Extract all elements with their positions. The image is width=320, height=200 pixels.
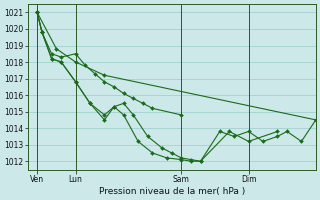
X-axis label: Pression niveau de la mer( hPa ): Pression niveau de la mer( hPa ) (99, 187, 245, 196)
